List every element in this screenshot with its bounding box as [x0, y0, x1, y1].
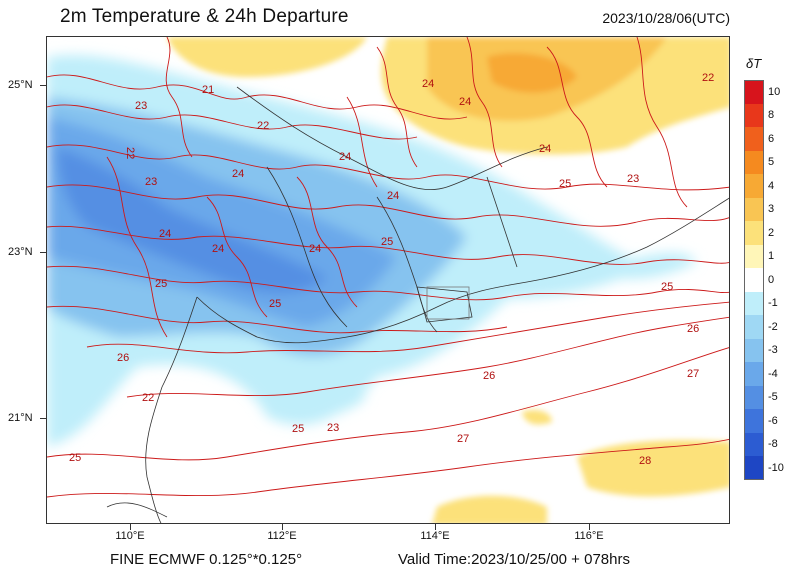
legend-label: 10: [768, 85, 781, 98]
legend-swatch: [744, 80, 764, 104]
legend-swatch: [744, 103, 764, 127]
legend-swatch: [744, 268, 764, 292]
contour-label: 26: [483, 370, 495, 382]
contour-label: 24: [232, 168, 244, 180]
legend-label: -8: [768, 438, 778, 451]
lon-label: 110°E: [115, 530, 145, 542]
lon-tick: [435, 524, 436, 530]
legend-swatch: [744, 150, 764, 174]
legend-label: 3: [768, 203, 775, 216]
legend-swatch: [744, 385, 764, 409]
legend-swatch: [744, 197, 764, 221]
legend-swatch: [744, 127, 764, 151]
legend-label: 8: [768, 109, 775, 122]
contour-label: 28: [639, 455, 651, 467]
contour-label: 27: [457, 433, 469, 445]
contour-label: 24: [387, 190, 399, 202]
legend-label: -6: [768, 414, 778, 427]
contour-label: 25: [661, 281, 673, 293]
contour-label: 24: [459, 96, 471, 108]
contour-label: 24: [309, 243, 321, 255]
lat-tick: [40, 418, 46, 419]
contour-label: 25: [381, 236, 393, 248]
contour-label: 26: [117, 352, 129, 364]
contour-label: 27: [687, 368, 699, 380]
legend-title: δT: [746, 56, 762, 71]
legend-label: -4: [768, 367, 778, 380]
legend-label: -2: [768, 320, 778, 333]
valid-date: 2023/10/28/06(UTC): [602, 10, 730, 26]
legend-label: 6: [768, 132, 775, 145]
lon-tick: [130, 524, 131, 530]
colorbar: [744, 80, 764, 480]
map-panel[interactable]: 21 22 22 22 23 23 23 24 24 24 24 24 24 2…: [46, 36, 730, 524]
contour-label: 24: [539, 143, 551, 155]
contour-label: 24: [212, 243, 224, 255]
legend-label: 4: [768, 179, 775, 192]
contour-label: 22: [257, 120, 269, 132]
legend-label: -10: [768, 461, 784, 474]
lat-tick: [40, 85, 46, 86]
legend-swatch: [744, 244, 764, 268]
legend-label: 1: [768, 250, 775, 263]
coastline-boundaries: [106, 86, 729, 523]
lat-tick: [40, 252, 46, 253]
legend-swatch: [744, 221, 764, 245]
contour-label: 25: [69, 452, 81, 464]
legend-swatch: [744, 315, 764, 339]
contour-labels: 21 22 22 22 23 23 23 24 24 24 24 24 24 2…: [69, 72, 714, 467]
contour-label: 24: [339, 151, 351, 163]
contour-label: 25: [559, 178, 571, 190]
legend-swatch: [744, 338, 764, 362]
legend-label: -5: [768, 391, 778, 404]
valid-time: Valid Time:2023/10/25/00 + 078hrs: [398, 551, 630, 568]
contour-label: 24: [422, 78, 434, 90]
contour-label: 23: [327, 422, 339, 434]
legend-swatch: [744, 291, 764, 315]
chart-title: 2m Temperature & 24h Departure: [60, 6, 349, 27]
legend-label: 0: [768, 273, 775, 286]
legend-label: 5: [768, 156, 775, 169]
lat-label: 21°N: [8, 412, 33, 424]
contour-label: 25: [292, 423, 304, 435]
contour-label: 25: [269, 298, 281, 310]
legend-label: -3: [768, 344, 778, 357]
legend-swatch: [744, 362, 764, 386]
model-info: FINE ECMWF 0.125°*0.125°: [110, 551, 303, 568]
contour-label: 23: [145, 176, 157, 188]
contour-label: 25: [155, 278, 167, 290]
legend-swatch: [744, 409, 764, 433]
contour-label: 21: [202, 84, 214, 96]
contour-label: 23: [135, 100, 147, 112]
legend-swatch: [744, 456, 764, 480]
legend-label: -1: [768, 297, 778, 310]
map-canvas: 21 22 22 22 23 23 23 24 24 24 24 24 24 2…: [47, 37, 729, 523]
lon-label: 114°E: [420, 530, 450, 542]
legend-swatch: [744, 174, 764, 198]
contour-label: 22: [142, 392, 154, 404]
contour-label: 22: [702, 72, 714, 84]
lon-tick: [589, 524, 590, 530]
contour-label: 23: [627, 173, 639, 185]
legend-label: 2: [768, 226, 775, 239]
contour-label: 26: [687, 323, 699, 335]
legend-swatch: [744, 432, 764, 456]
contour-label: 22: [124, 147, 136, 159]
lon-label: 112°E: [267, 530, 297, 542]
lat-label: 23°N: [8, 246, 33, 258]
lon-label: 116°E: [574, 530, 604, 542]
lat-label: 25°N: [8, 79, 33, 91]
lon-tick: [282, 524, 283, 530]
contour-label: 24: [159, 228, 171, 240]
